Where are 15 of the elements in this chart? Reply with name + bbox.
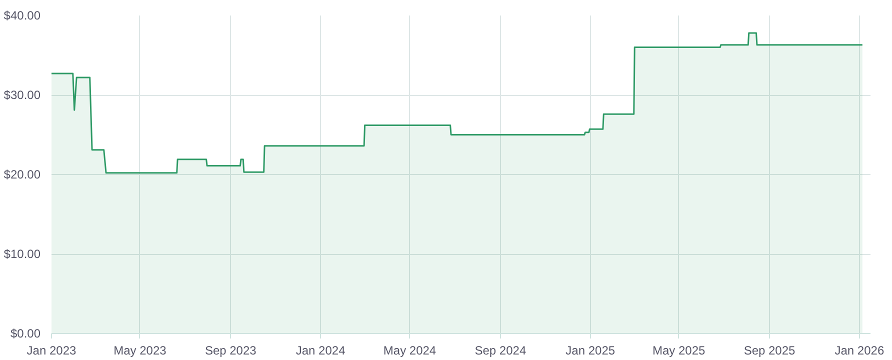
y-tick-label: $10.00 bbox=[4, 247, 41, 261]
y-tick-label: $0.00 bbox=[10, 326, 41, 340]
x-tick-label: Jan 2025 bbox=[566, 344, 616, 358]
x-tick-label: Sep 2023 bbox=[204, 344, 257, 358]
x-tick-label: Jan 2026 bbox=[834, 344, 884, 358]
y-tick-label: $40.00 bbox=[4, 8, 41, 22]
y-tick-label: $20.00 bbox=[4, 168, 41, 182]
x-tick-label: Jan 2023 bbox=[26, 344, 77, 358]
x-tick-label: May 2024 bbox=[383, 344, 436, 358]
x-tick-label: Sep 2025 bbox=[744, 344, 796, 358]
x-tick-label: May 2023 bbox=[114, 344, 167, 358]
y-tick-label: $30.00 bbox=[4, 88, 41, 102]
x-tick-label: Sep 2024 bbox=[474, 344, 526, 358]
x-tick-label: May 2025 bbox=[652, 344, 706, 358]
x-tick-label: Jan 2024 bbox=[296, 344, 346, 358]
